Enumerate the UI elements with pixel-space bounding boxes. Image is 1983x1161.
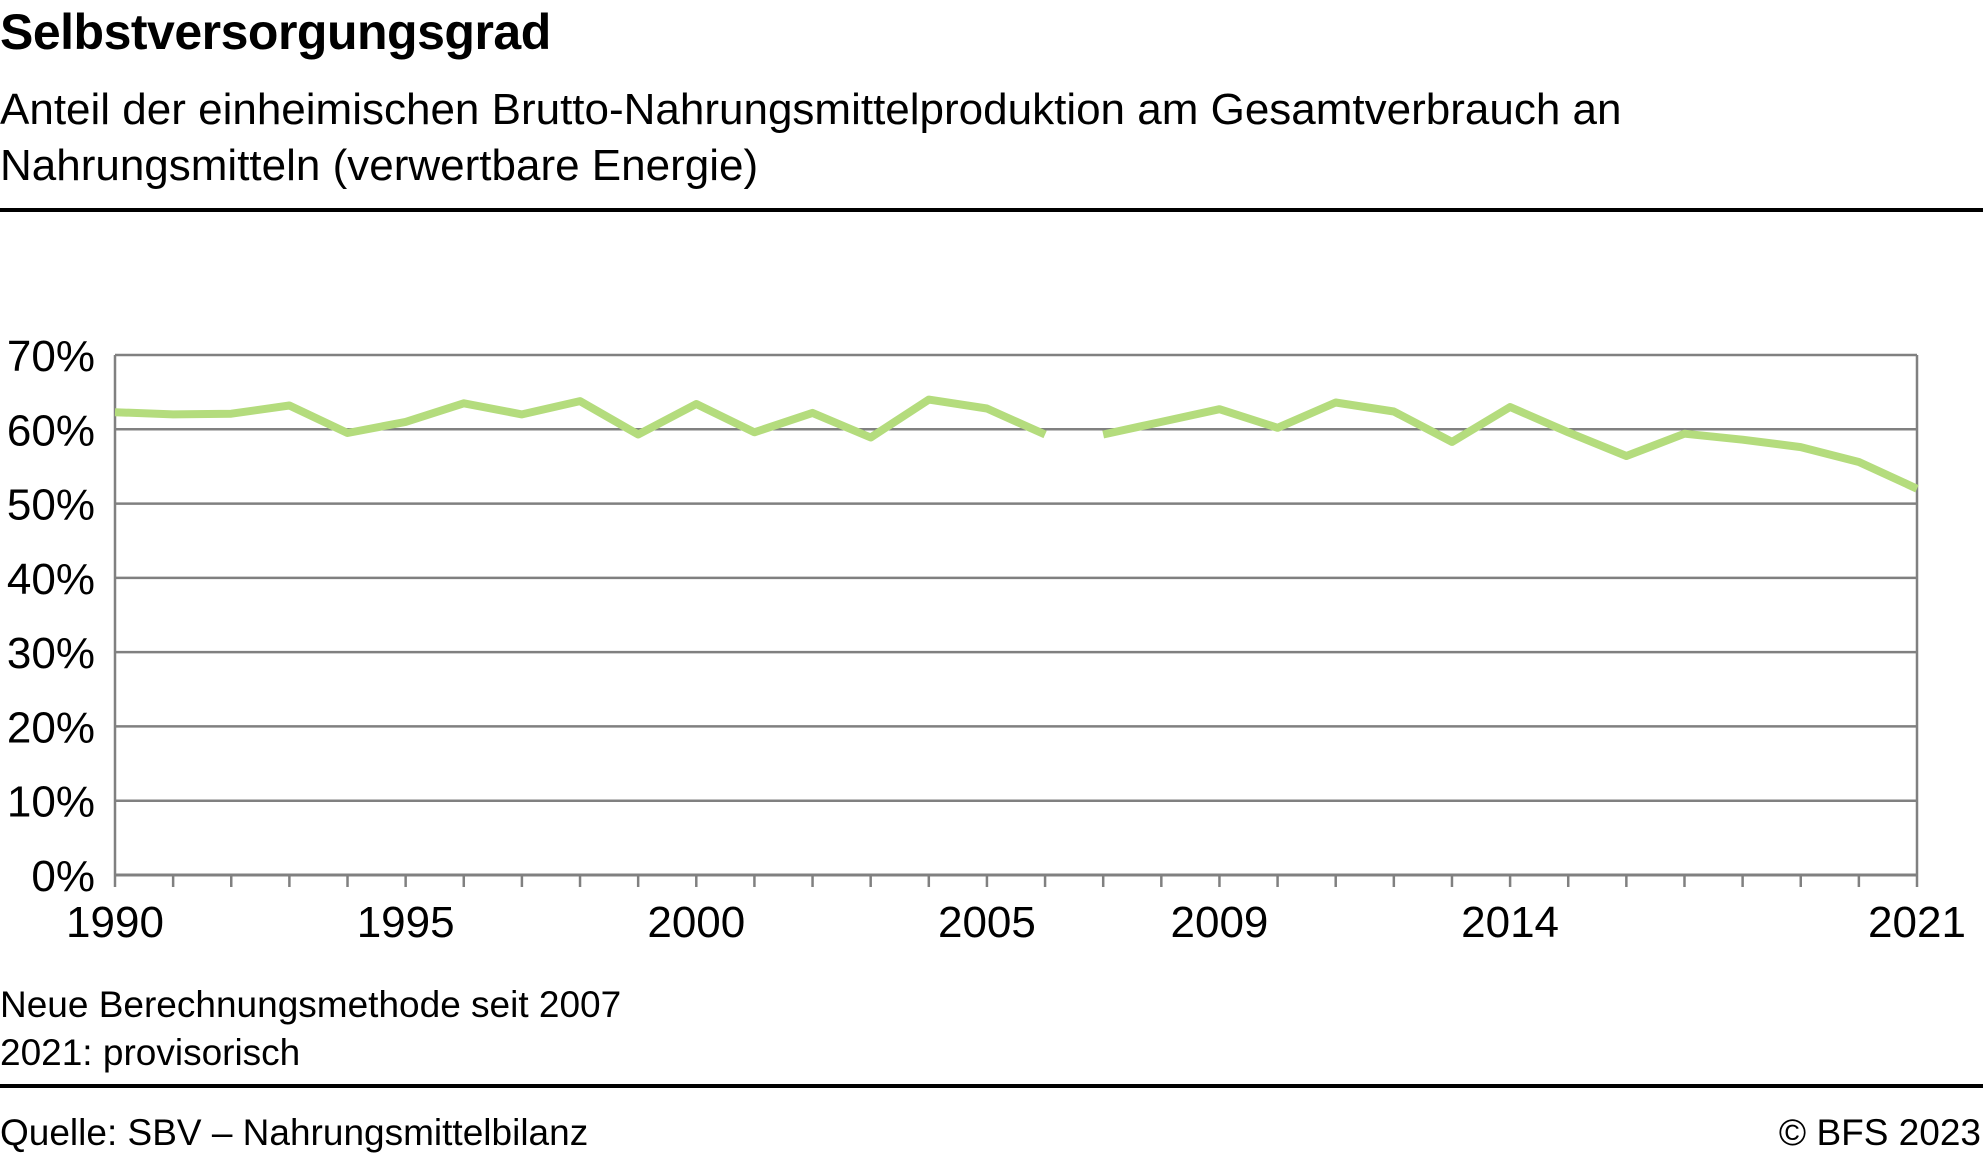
series-segment-1 (114, 395, 1047, 442)
x-tick-label-1990: 1990 (66, 898, 164, 940)
y-tick-label-0: 0% (31, 852, 95, 901)
series-segment-2 (1102, 398, 1919, 493)
top-divider (0, 208, 1983, 212)
x-tick-label-2005: 2005 (938, 898, 1036, 940)
chart-subtitle: Anteil der einheimischen Brutto-Nahrungs… (0, 85, 1622, 190)
x-axis-tick-labels: 1990 1995 2000 2005 2009 2014 2021 (66, 898, 1966, 940)
y-tick-label-60: 60% (7, 406, 95, 455)
y-tick-label-20: 20% (7, 703, 95, 752)
series-line (114, 395, 1919, 493)
x-tick-label-2000: 2000 (647, 898, 745, 940)
y-tick-label-70: 70% (7, 332, 95, 381)
note-provisional: 2021: provisorisch (0, 1032, 301, 1073)
x-tick-label-2021: 2021 (1868, 898, 1966, 940)
x-tick-label-2009: 2009 (1171, 898, 1269, 940)
line-chart: 0% 10% 20% 30% 40% 50% 60% 70% 1990 1995 2000 2005… (7, 332, 1966, 940)
x-tick-label-1995: 1995 (357, 898, 455, 940)
y-tick-label-50: 50% (7, 481, 95, 530)
source-text: Quelle: SBV – Nahrungsmittelbilanz (0, 1112, 589, 1153)
axes (113, 355, 1919, 887)
copyright-text: © BFS 2023 (1778, 1112, 1981, 1153)
y-axis-tick-labels: 0% 10% 20% 30% 40% 50% 60% 70% (7, 332, 95, 901)
y-tick-label-30: 30% (7, 629, 95, 678)
x-tick-label-2014: 2014 (1461, 898, 1559, 940)
note-method-change: Neue Berechnungsmethode seit 2007 (0, 984, 622, 1025)
gridlines (115, 353, 1917, 802)
bottom-divider (0, 1084, 1983, 1088)
chart-title: Selbstversorgungsgrad (0, 4, 551, 60)
y-tick-label-40: 40% (7, 555, 95, 604)
y-tick-label-10: 10% (7, 778, 95, 827)
